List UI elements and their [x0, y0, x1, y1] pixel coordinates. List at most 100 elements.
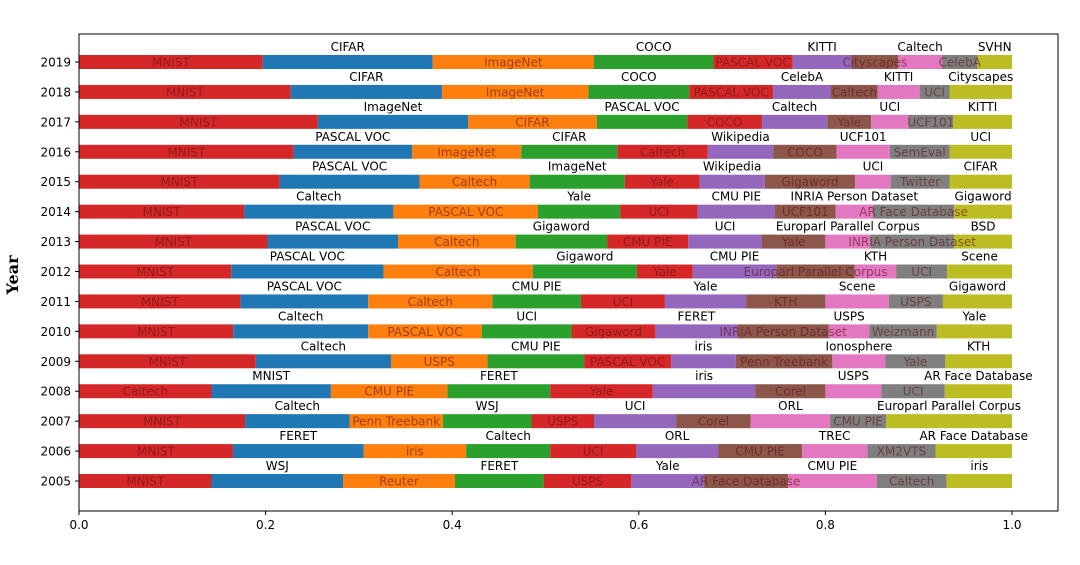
x-tick-label: 0.4 — [443, 518, 462, 532]
bar-segment — [432, 55, 595, 69]
segment-label: Europarl Parallel Corpus — [877, 399, 1021, 413]
bar-segment — [761, 114, 828, 129]
bar-segment — [908, 114, 954, 129]
segment-label: UCI — [625, 399, 646, 413]
bar-segment — [79, 204, 245, 219]
segment-label: PASCAL VOC — [715, 56, 790, 70]
bar-segment — [664, 294, 747, 309]
segment-label: XM2VTS — [877, 445, 926, 459]
bar-segment — [836, 144, 890, 159]
segment-label: Europarl Parallel Corpus — [776, 220, 920, 234]
bar-segment — [688, 234, 762, 249]
bar-segment — [79, 144, 294, 159]
segment-label: Caltech — [452, 175, 497, 189]
bar-segment — [773, 84, 831, 99]
bar-segment — [79, 264, 232, 279]
bar-segment — [896, 264, 948, 279]
bar-segment — [468, 114, 597, 129]
bar-segment — [775, 204, 836, 219]
segment-label: AR Face Database — [859, 205, 968, 219]
segment-label: Penn Treebank — [740, 355, 828, 369]
bar-segment — [368, 294, 493, 309]
bar-segment — [689, 84, 774, 99]
segment-label: Caltech — [640, 145, 685, 159]
y-tick-label: 2014 — [40, 205, 71, 219]
segment-label: MNIST — [143, 415, 181, 429]
y-tick-label: 2009 — [40, 355, 71, 369]
segment-label: KITTI — [968, 100, 997, 114]
bar-segment — [761, 234, 826, 249]
segment-label: SemEval — [894, 145, 946, 159]
bar-segment — [79, 414, 246, 429]
segment-label: MNIST — [143, 205, 181, 219]
segment-label: FERET — [480, 459, 518, 473]
bar-segment — [636, 264, 693, 279]
bar-segment — [550, 444, 637, 459]
bar-segment — [655, 324, 738, 339]
bar-segment — [954, 204, 1012, 219]
bar-segment — [211, 474, 344, 489]
bar-segment — [447, 384, 551, 399]
bar-segment — [550, 384, 653, 399]
bar-segment — [255, 354, 391, 369]
bar-segment — [607, 234, 689, 249]
segment-label: Caltech — [434, 235, 479, 249]
bar-segment — [802, 444, 868, 459]
segment-label: Gigaword — [556, 250, 613, 264]
segment-label: Cityscapes — [842, 56, 907, 70]
segment-label: Gigaword — [533, 220, 590, 234]
segment-label: COCO — [787, 145, 823, 159]
x-tick-label: 0.6 — [629, 518, 648, 532]
segment-label: Corel — [698, 415, 729, 429]
bar-segment — [454, 474, 544, 489]
segment-label: WSJ — [266, 459, 289, 473]
bar-segment — [515, 234, 608, 249]
bar-segment — [529, 174, 625, 189]
bar-segment — [290, 84, 442, 99]
bar-segment — [825, 234, 871, 249]
bar-segment — [580, 294, 665, 309]
segment-label: CMU PIE — [623, 235, 673, 249]
segment-label: CMU PIE — [711, 190, 761, 204]
segment-label: Yale — [836, 115, 861, 129]
segment-label: Yale — [649, 175, 674, 189]
bars-layer — [79, 55, 1012, 489]
segment-label: FERET — [480, 369, 518, 383]
segment-label: UCI — [863, 160, 884, 174]
bar-segment — [699, 174, 765, 189]
segment-label: ImageNet — [484, 56, 543, 70]
segment-label: KTH — [967, 339, 990, 353]
segment-label: Yale — [962, 309, 987, 323]
bar-segment — [977, 55, 1012, 69]
bar-segment — [543, 474, 632, 489]
segment-label: Scene — [961, 250, 998, 264]
bar-segment — [442, 414, 532, 429]
segment-label: UCI — [911, 265, 932, 279]
segment-label: CIFAR — [349, 70, 383, 84]
y-tick-label: 2013 — [40, 235, 71, 249]
bar-segment — [79, 474, 212, 489]
bar-segment — [870, 234, 955, 249]
bar-segment — [521, 144, 618, 159]
bar-segment — [538, 204, 621, 219]
bar-segment — [947, 264, 1012, 279]
segment-label: PASCAL VOC — [312, 160, 387, 174]
segment-label: PASCAL VOC — [590, 355, 665, 369]
segment-labels-layer: MNIST CIFAR ImageNet COCO PASCAL VOC KITTI Cit… — [123, 40, 1033, 489]
bar-segment — [343, 474, 455, 489]
segment-label: Scene — [839, 279, 876, 293]
bar-segment — [855, 174, 891, 189]
bar-segment — [492, 294, 581, 309]
bar-segment — [631, 474, 705, 489]
bar-segment — [735, 354, 833, 369]
segment-label: UCI — [970, 130, 991, 144]
bar-segment — [886, 414, 1012, 429]
segment-label: USPS — [900, 295, 931, 309]
segment-label: UCF101 — [907, 115, 954, 129]
bar-segment — [750, 414, 831, 429]
segment-label: iris — [694, 339, 712, 353]
x-tick-label: 0.8 — [816, 518, 835, 532]
bar-segment — [828, 324, 870, 339]
bar-segment — [293, 144, 413, 159]
bar-segment — [788, 474, 877, 489]
